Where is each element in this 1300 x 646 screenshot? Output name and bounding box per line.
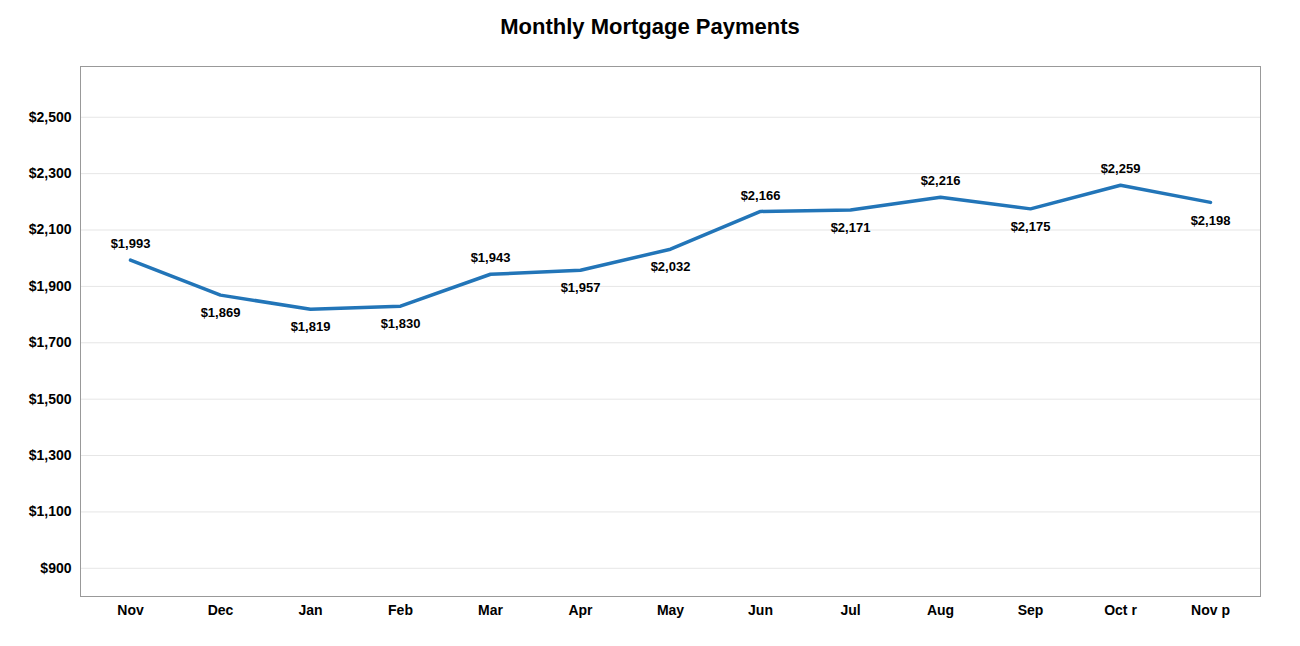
svg-text:May: May	[657, 602, 684, 618]
svg-text:$1,993: $1,993	[111, 236, 151, 251]
svg-text:$1,900: $1,900	[29, 278, 72, 294]
svg-text:$1,700: $1,700	[29, 334, 72, 350]
svg-text:Jul: Jul	[840, 602, 860, 618]
svg-text:Dec: Dec	[208, 602, 234, 618]
svg-text:$2,171: $2,171	[831, 220, 871, 235]
svg-text:$2,198: $2,198	[1191, 213, 1231, 228]
svg-text:Nov p: Nov p	[1191, 602, 1230, 618]
svg-text:Nov: Nov	[117, 602, 144, 618]
svg-text:$2,259: $2,259	[1101, 161, 1141, 176]
svg-text:$2,032: $2,032	[651, 259, 691, 274]
svg-text:$1,957: $1,957	[561, 280, 601, 295]
svg-text:$2,500: $2,500	[29, 109, 72, 125]
svg-text:$2,300: $2,300	[29, 165, 72, 181]
svg-text:Apr: Apr	[568, 602, 593, 618]
svg-text:$2,216: $2,216	[921, 173, 961, 188]
svg-text:$1,100: $1,100	[29, 503, 72, 519]
svg-text:Jun: Jun	[748, 602, 773, 618]
svg-text:$900: $900	[40, 560, 71, 576]
svg-text:$1,943: $1,943	[471, 250, 511, 265]
svg-text:$2,100: $2,100	[29, 221, 72, 237]
svg-text:$2,175: $2,175	[1011, 219, 1051, 234]
svg-text:Oct r: Oct r	[1104, 602, 1137, 618]
svg-text:Feb: Feb	[388, 602, 413, 618]
svg-text:$1,819: $1,819	[291, 319, 331, 334]
svg-text:$1,869: $1,869	[201, 305, 241, 320]
svg-text:$2,166: $2,166	[741, 188, 781, 203]
svg-text:$1,830: $1,830	[381, 316, 421, 331]
svg-text:Mar: Mar	[478, 602, 503, 618]
svg-text:Sep: Sep	[1018, 602, 1044, 618]
svg-text:Jan: Jan	[298, 602, 322, 618]
svg-text:Aug: Aug	[927, 602, 954, 618]
html-text:Monthly Mortgage Payments: Monthly Mortgage Payments	[500, 14, 800, 39]
svg-text:$1,300: $1,300	[29, 447, 72, 463]
svg-text:$1,500: $1,500	[29, 391, 72, 407]
